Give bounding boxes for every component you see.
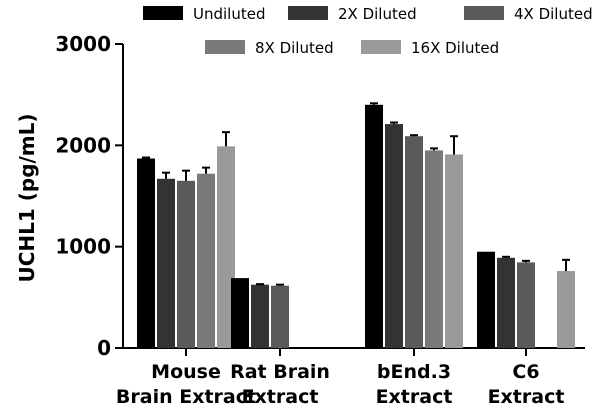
bar-16x-diluted-3 bbox=[557, 270, 575, 348]
legend-label: 2X Diluted bbox=[338, 5, 417, 23]
bar-16x-diluted-0 bbox=[217, 146, 235, 348]
y-tick-label: 1000 bbox=[55, 235, 111, 259]
bar-8x-diluted-2 bbox=[425, 150, 443, 348]
bar-undiluted-3 bbox=[477, 251, 495, 348]
bar-undiluted-0 bbox=[137, 158, 155, 348]
legend-label: 16X Diluted bbox=[411, 39, 499, 57]
y-axis-title: UCHL1 (pg/mL) bbox=[15, 113, 39, 282]
category-labels: Mouse Brain Extract Rat Brain Extract bEnd.3… bbox=[116, 361, 565, 408]
legend-swatch bbox=[464, 6, 504, 20]
x-tick-label: Extract bbox=[488, 386, 565, 408]
bar-16x-diluted-2 bbox=[445, 154, 463, 348]
x-tick-label: Brain Extract bbox=[116, 386, 256, 408]
x-tick-label: C6 bbox=[512, 361, 539, 383]
legend-swatch bbox=[288, 6, 328, 20]
legend-label: Undiluted bbox=[193, 5, 265, 23]
bar-2x-diluted-1 bbox=[251, 284, 269, 348]
x-tick-label: Mouse bbox=[151, 361, 221, 383]
x-tick-label: Extract bbox=[376, 386, 453, 408]
bar-2x-diluted-0 bbox=[157, 178, 175, 348]
bar-8x-diluted-0 bbox=[197, 173, 215, 348]
y-tick-label: 3000 bbox=[55, 32, 111, 56]
legend: Undiluted 2X Diluted 4X Diluted 8X Diluted 1… bbox=[143, 5, 593, 57]
bar-undiluted-2 bbox=[365, 104, 383, 348]
bars bbox=[137, 102, 575, 348]
bar-undiluted-1 bbox=[231, 278, 249, 348]
bar-4x-diluted-3 bbox=[517, 262, 535, 348]
bar-2x-diluted-2 bbox=[385, 124, 403, 348]
legend-swatch bbox=[361, 40, 401, 54]
bar-4x-diluted-0 bbox=[177, 180, 195, 348]
bar-4x-diluted-1 bbox=[271, 285, 289, 348]
legend-swatch bbox=[205, 40, 245, 54]
x-tick-label: Rat Brain bbox=[230, 361, 330, 383]
legend-label: 8X Diluted bbox=[255, 39, 334, 57]
x-tick-label: Extract bbox=[242, 386, 319, 408]
legend-swatch bbox=[143, 6, 183, 20]
y-tick-label: 0 bbox=[97, 336, 111, 360]
legend-label: 4X Diluted bbox=[514, 5, 593, 23]
bar-4x-diluted-2 bbox=[405, 136, 423, 348]
y-tick-label: 2000 bbox=[55, 133, 111, 157]
bar-2x-diluted-3 bbox=[497, 257, 515, 348]
x-tick-label: bEnd.3 bbox=[377, 361, 451, 383]
